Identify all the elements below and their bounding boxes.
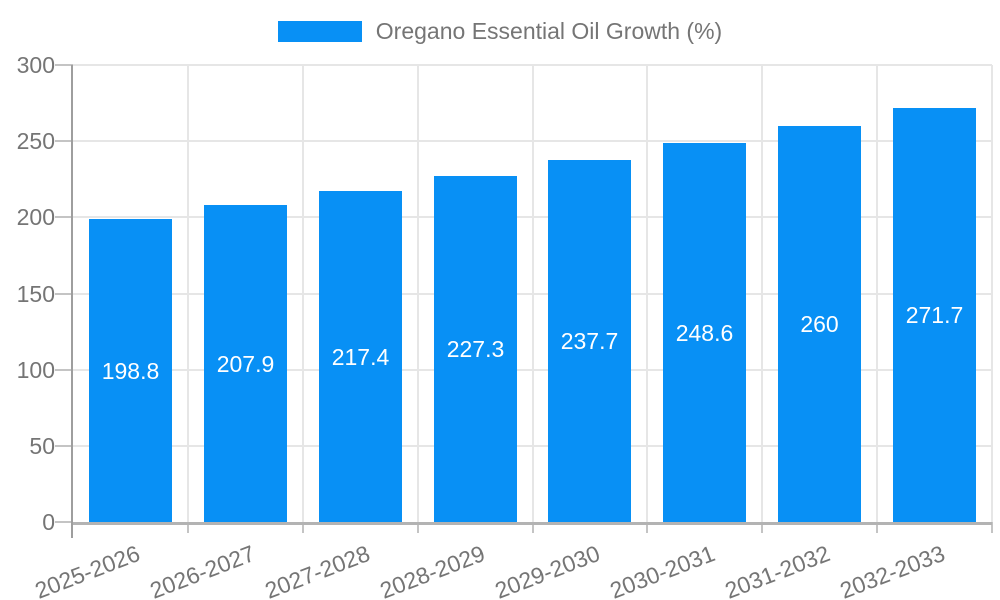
bar-value-label: 248.6: [675, 320, 734, 346]
bar[interactable]: [204, 205, 287, 522]
x-axis-tick-label: 2029-2030: [491, 540, 604, 600]
category-boundary-gridline: [302, 65, 304, 522]
category-boundary-gridline: [761, 65, 763, 522]
x-tick: [417, 522, 419, 533]
x-tick: [187, 522, 189, 533]
bar-value-label: 237.7: [560, 328, 619, 354]
y-tick: [55, 369, 73, 371]
y-axis-tick-label: 150: [16, 281, 55, 307]
bar-value-label: 217.4: [331, 344, 390, 370]
y-axis-tick-label: 250: [16, 128, 55, 154]
y-axis-line: [71, 65, 73, 538]
y-tick: [55, 521, 73, 523]
y-tick: [55, 64, 73, 66]
y-tick: [55, 216, 73, 218]
bar[interactable]: [434, 176, 517, 522]
x-axis-tick-label: 2031-2032: [721, 540, 834, 600]
category-boundary-gridline: [876, 65, 878, 522]
bar-value-label: 227.3: [446, 336, 505, 362]
x-axis-tick-label: 2025-2026: [31, 540, 144, 600]
bar-value-label: 271.7: [905, 302, 964, 328]
y-axis-tick-label: 300: [16, 52, 55, 78]
y-tick: [55, 445, 73, 447]
bar[interactable]: [663, 143, 746, 522]
y-axis-tick-label: 0: [42, 509, 55, 535]
category-boundary-gridline: [417, 65, 419, 522]
x-axis-tick-label: 2028-2029: [376, 540, 489, 600]
category-boundary-gridline: [646, 65, 648, 522]
x-tick: [302, 522, 304, 533]
x-tick: [876, 522, 878, 533]
x-axis-tick-label: 2027-2028: [261, 540, 374, 600]
legend-label: Oregano Essential Oil Growth (%): [375, 18, 723, 44]
y-tick: [55, 140, 73, 142]
x-tick: [532, 522, 534, 533]
y-axis-tick-label: 200: [16, 204, 55, 230]
bar[interactable]: [893, 108, 976, 522]
bar[interactable]: [319, 191, 402, 522]
x-tick: [991, 522, 993, 533]
bar-value-label: 207.9: [216, 351, 275, 377]
bar[interactable]: [778, 126, 861, 522]
bar[interactable]: [548, 160, 631, 522]
x-axis-line: [73, 522, 992, 525]
y-axis-tick-label: 100: [16, 357, 55, 383]
x-axis-tick-label: 2032-2033: [836, 540, 949, 600]
x-axis-tick-label: 2030-2031: [606, 540, 719, 600]
bar-value-label: 260: [800, 311, 839, 337]
bar-value-label: 198.8: [101, 358, 160, 384]
y-tick: [55, 293, 73, 295]
legend-swatch: [277, 21, 362, 42]
legend[interactable]: Oregano Essential Oil Growth (%): [0, 18, 1000, 45]
x-tick: [761, 522, 763, 533]
bar[interactable]: [89, 219, 172, 522]
x-tick: [646, 522, 648, 533]
category-boundary-gridline: [532, 65, 534, 522]
category-boundary-gridline: [187, 65, 189, 522]
y-axis-tick-label: 50: [29, 433, 55, 459]
x-axis-tick-label: 2026-2027: [146, 540, 259, 600]
category-boundary-gridline: [991, 65, 993, 522]
